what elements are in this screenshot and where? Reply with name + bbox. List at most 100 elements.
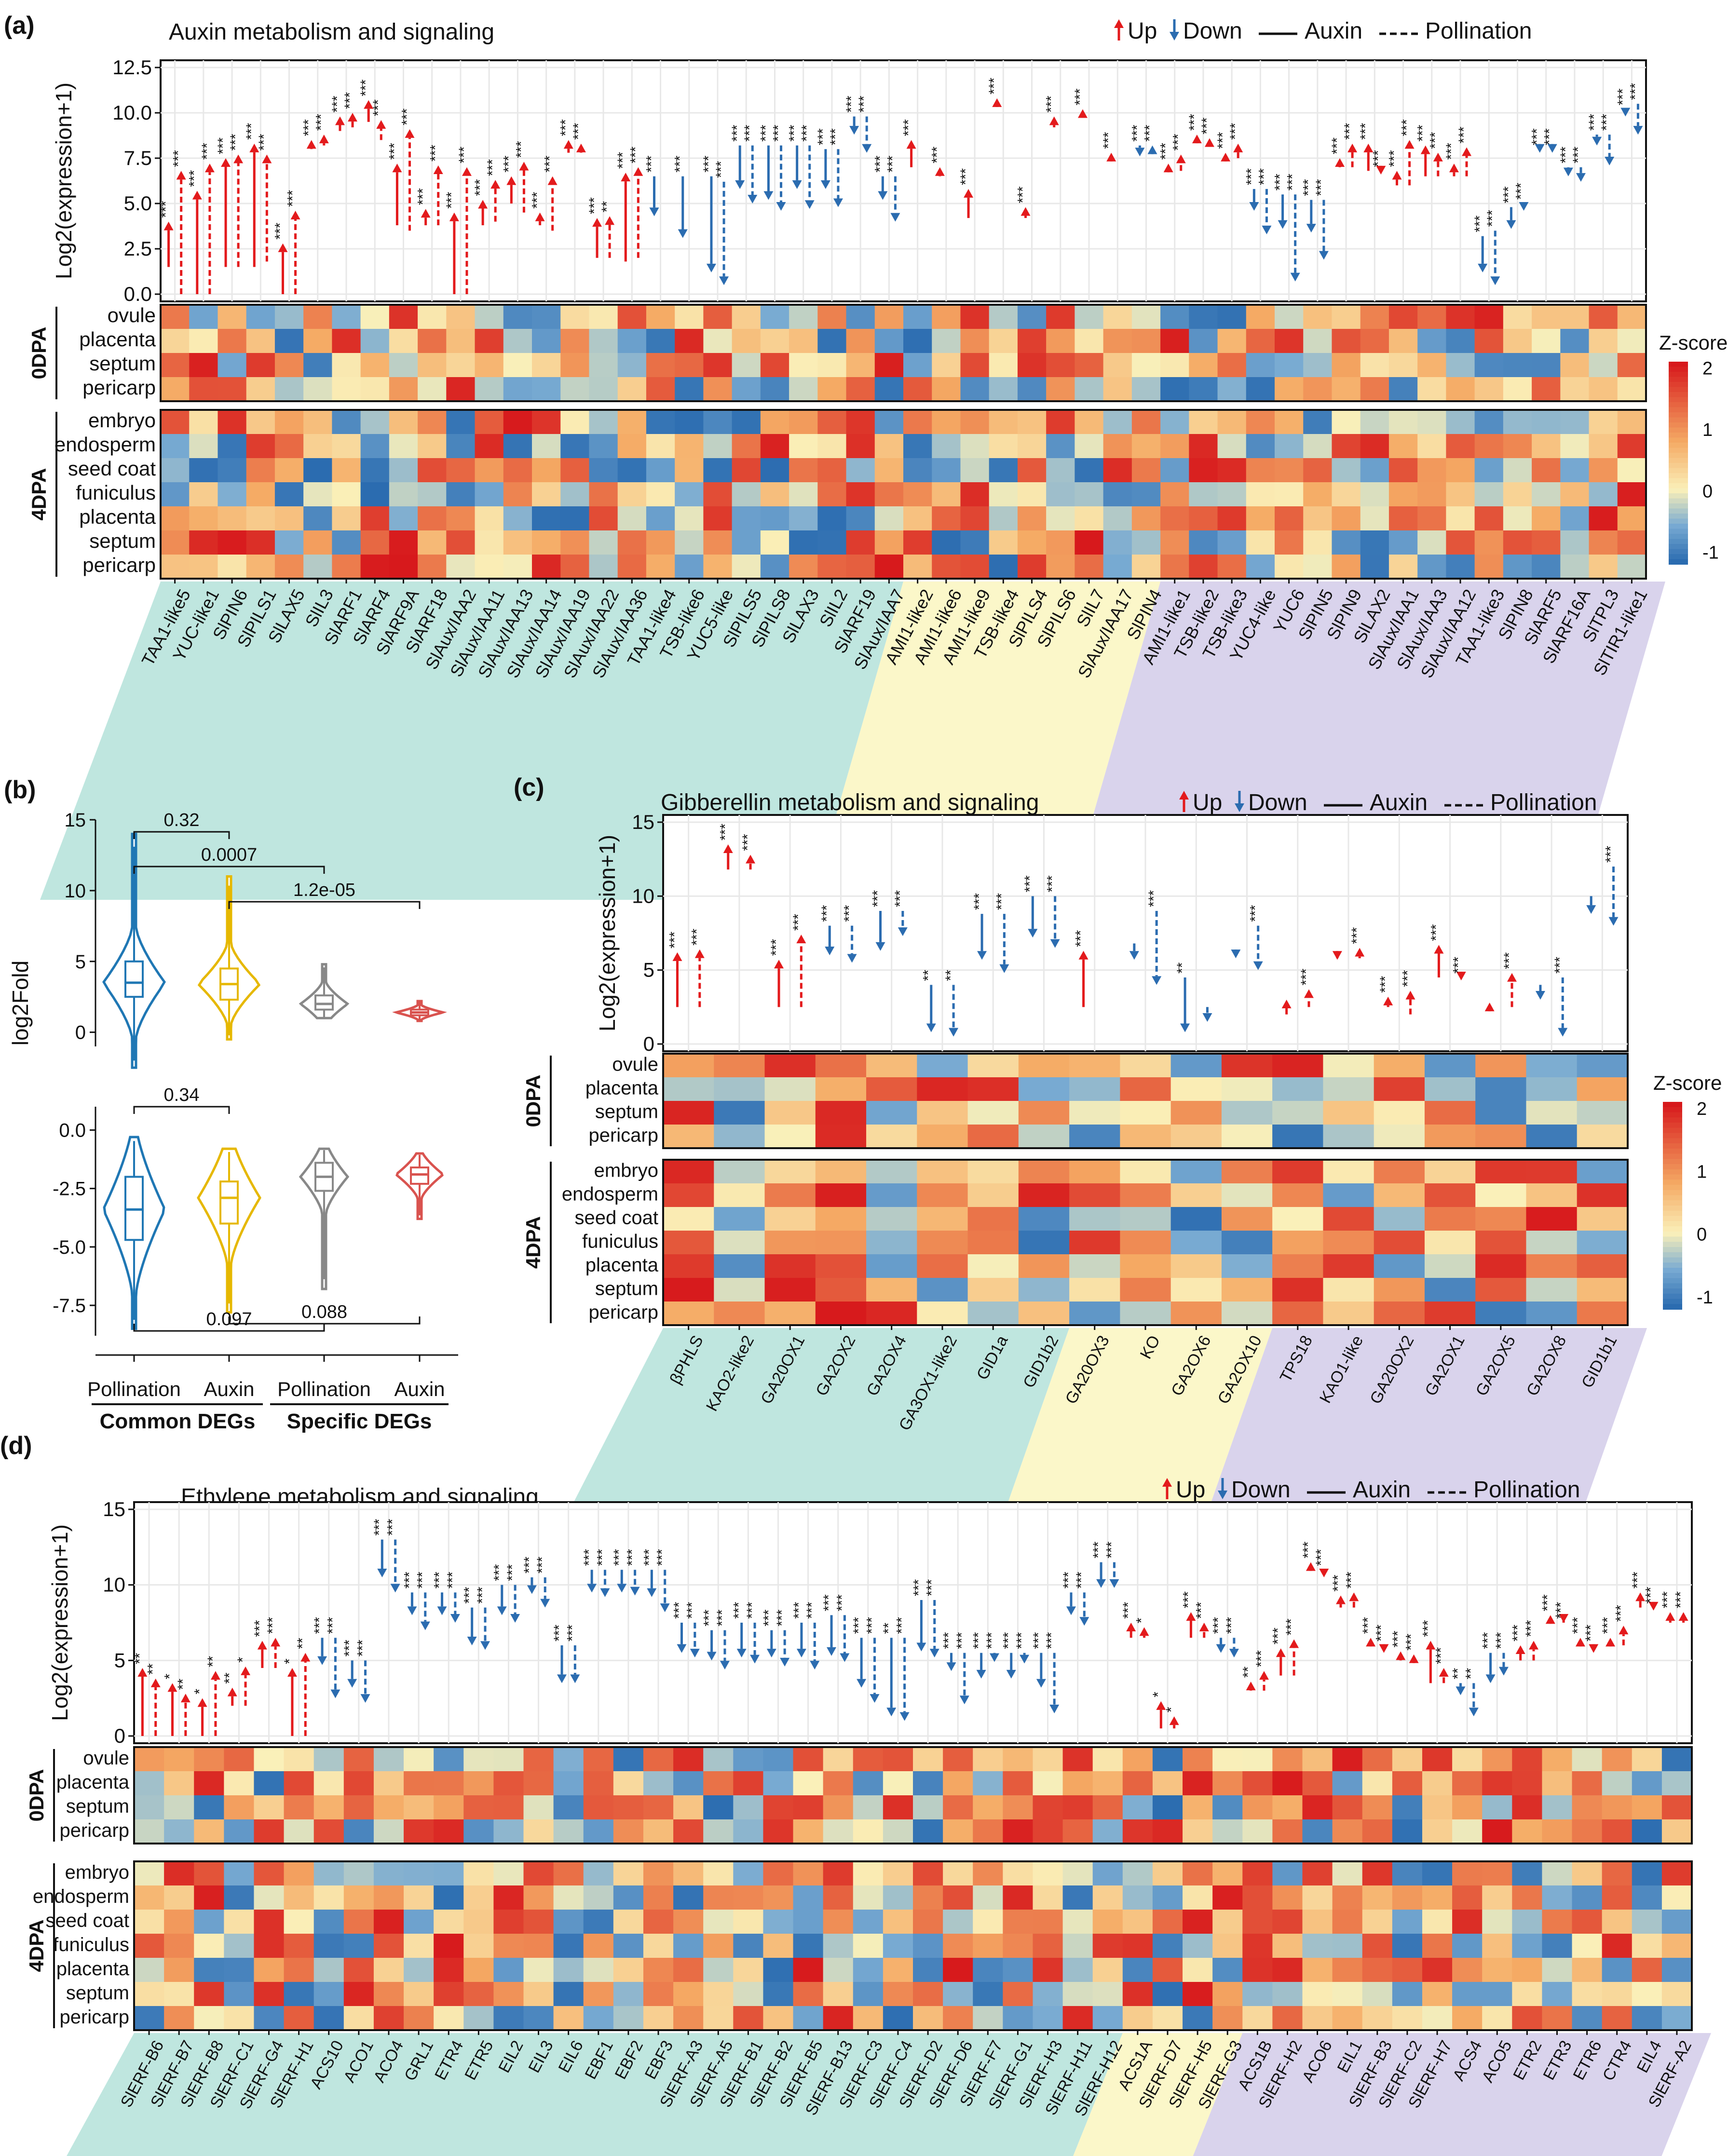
heatmap-cell <box>874 506 904 531</box>
zscore-swatch <box>1669 437 1688 443</box>
heatmap-cell <box>960 506 990 531</box>
heatmap-cell <box>1003 1885 1034 1910</box>
heatmap-frame <box>662 1053 1629 1149</box>
heatmap-cell <box>1323 1183 1374 1207</box>
auxin-arrowhead <box>527 1585 537 1594</box>
heatmap-cell <box>789 555 818 579</box>
pollination-significance: *** <box>1014 1632 1030 1649</box>
heatmap-cell <box>1332 555 1361 579</box>
heatmap-cell <box>960 555 990 579</box>
pollination-significance: *** <box>1248 905 1264 922</box>
auxin-significance: *** <box>791 1602 807 1619</box>
heatmap-cell <box>532 353 561 378</box>
heatmap-cell <box>1212 1747 1243 1772</box>
heatmap-cell <box>617 482 647 507</box>
auxin-arrowhead <box>478 200 488 209</box>
zscore-swatch <box>1663 1133 1682 1139</box>
pollination-significance: *** <box>744 1602 760 1619</box>
auxin-arrowhead <box>1036 1679 1046 1688</box>
heatmap-cell <box>789 329 818 353</box>
heatmap-cell <box>932 506 961 531</box>
heatmap-cell <box>989 434 1018 459</box>
heatmap-cell <box>475 530 504 555</box>
auxin-significance: *** <box>1660 1591 1675 1608</box>
heatmap-cell <box>560 410 590 434</box>
heatmap-cell <box>1272 1125 1324 1149</box>
heatmap-cell <box>343 1795 374 1820</box>
heatmap-cell <box>1120 1231 1171 1255</box>
pollination-significance: *** <box>1603 846 1619 863</box>
heatmap-cell <box>1183 1819 1213 1844</box>
auxin-arrowhead <box>1366 1638 1376 1647</box>
heatmap-cell <box>673 1910 704 1934</box>
pollination-arrowhead <box>989 1653 999 1662</box>
heatmap-cell <box>523 1861 554 1886</box>
heatmap-cell <box>404 1910 434 1934</box>
heatmap-cell <box>1392 1982 1423 2007</box>
auxin-significance: *** <box>1615 88 1631 105</box>
heatmap-cell <box>763 2006 794 2031</box>
pollination-significance: *** <box>742 124 758 141</box>
heatmap-cell <box>1417 353 1447 378</box>
heatmap-cell <box>967 1183 1019 1207</box>
heatmap-cell <box>560 482 590 507</box>
heatmap-cell <box>589 555 618 579</box>
pollination-significance: *** <box>884 155 900 172</box>
heatmap-cell <box>161 458 190 483</box>
heatmap-cell <box>1246 482 1275 507</box>
heatmap-cell <box>1018 1302 1070 1326</box>
auxin-arrowhead <box>1096 1579 1106 1588</box>
pollination-significance: *** <box>485 159 501 176</box>
heatmap-cell <box>1212 1795 1243 1820</box>
comparison-bracket <box>133 1106 230 1114</box>
heatmap-cell <box>1275 458 1304 483</box>
heatmap-cell <box>1452 1885 1483 1910</box>
pollination-significance: *** <box>1103 1541 1119 1558</box>
heatmap-cell <box>1246 353 1275 378</box>
heatmap-cell <box>866 1054 918 1078</box>
heatmap-cell <box>1131 530 1161 555</box>
heatmap-cell <box>1017 353 1047 378</box>
pollination-significance: *** <box>1553 1602 1569 1619</box>
heatmap-cell <box>189 506 218 531</box>
zscore-swatch <box>1663 1257 1682 1263</box>
heatmap-cell <box>973 1747 1004 1772</box>
heatmap-cell <box>1046 530 1075 555</box>
auxin-significance: *** <box>1180 1591 1196 1608</box>
heatmap-cell <box>675 353 704 378</box>
heatmap-cell <box>1512 1795 1543 1820</box>
heatmap-cell <box>1152 1819 1183 1844</box>
heatmap-cell <box>643 2006 674 2031</box>
zscore-swatch <box>1669 468 1688 474</box>
heatmap-cell <box>1160 410 1190 434</box>
zscore-swatch <box>1663 1123 1682 1128</box>
heatmap-cell <box>613 1910 644 1934</box>
pollination-significance: *** <box>228 134 244 150</box>
heatmap-cell <box>733 1958 764 1982</box>
pollination-arrowhead <box>233 154 244 163</box>
auxin-arrowhead <box>1156 1701 1166 1710</box>
auxin-significance: *** <box>252 1620 268 1637</box>
heatmap-cell <box>161 377 190 402</box>
x-tick-label: Pollination <box>87 1378 181 1400</box>
pollination-arrowhead <box>1558 1028 1568 1037</box>
heatmap-cell <box>917 1207 968 1231</box>
auxin-significance: *** <box>1301 179 1317 196</box>
heatmap-cell <box>714 1183 765 1207</box>
heatmap-cell <box>1302 1747 1333 1772</box>
heatmap-cell <box>815 1054 867 1078</box>
y-tick-label: 15 <box>103 1498 125 1520</box>
auxin-significance: *** <box>1329 137 1345 154</box>
zscore-swatch <box>1663 1236 1682 1243</box>
heatmap-cell <box>846 506 875 531</box>
heatmap-cell <box>732 410 761 434</box>
auxin-significance: *** <box>444 191 460 208</box>
pollination-arrowhead <box>862 144 872 153</box>
heatmap-cell <box>1332 530 1361 555</box>
pollination-arrowhead <box>1404 140 1415 149</box>
heatmap-cell <box>389 410 418 434</box>
heatmap-cell <box>1183 1861 1213 1886</box>
pollination-significance: *** <box>1074 1572 1089 1588</box>
heatmap-cell <box>463 1885 494 1910</box>
heatmap-cell <box>1360 506 1389 531</box>
